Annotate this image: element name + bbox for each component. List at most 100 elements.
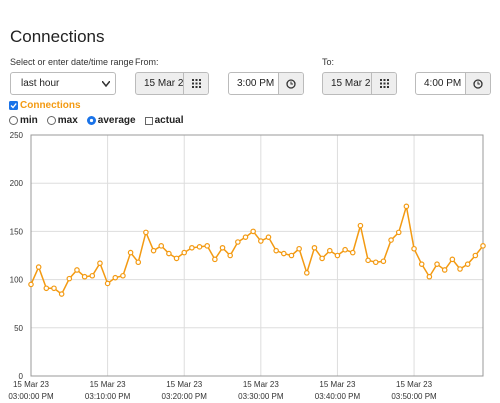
x-tick-label: 03:30:00 PM xyxy=(238,392,284,401)
clock-button[interactable] xyxy=(278,73,303,94)
data-point xyxy=(296,245,302,252)
y-tick-label: 50 xyxy=(14,324,23,333)
data-point xyxy=(303,270,310,276)
data-point xyxy=(143,229,149,236)
data-point xyxy=(189,244,195,251)
option-label: average xyxy=(97,115,136,126)
data-point xyxy=(51,285,57,292)
radio-option[interactable]: max xyxy=(46,115,78,126)
x-tick-label: 15 Mar 23 xyxy=(319,380,356,389)
range-value: last hour xyxy=(21,78,60,89)
data-point xyxy=(411,245,417,252)
data-point xyxy=(242,234,249,240)
data-point xyxy=(212,256,218,263)
data-point xyxy=(120,272,126,279)
y-tick-label: 200 xyxy=(10,179,24,188)
data-point xyxy=(135,259,142,266)
data-point xyxy=(74,267,80,273)
radio-option[interactable]: average xyxy=(86,115,136,126)
data-point xyxy=(158,243,165,249)
to-date[interactable]: 15 Mar 2 xyxy=(322,72,397,95)
radio xyxy=(86,116,96,125)
data-point xyxy=(97,260,103,267)
data-point xyxy=(43,285,50,292)
data-point xyxy=(472,252,479,259)
data-point xyxy=(227,252,233,259)
data-point xyxy=(372,259,379,266)
data-point xyxy=(319,255,325,262)
data-point xyxy=(342,246,348,253)
data-point xyxy=(235,239,241,245)
data-point xyxy=(258,238,264,244)
x-tick-label: 03:50:00 PM xyxy=(391,392,437,401)
checkbox xyxy=(144,116,153,125)
data-point xyxy=(104,280,111,287)
from-time-value: 3:00 PM xyxy=(237,78,275,89)
to-label: To: xyxy=(322,57,335,67)
data-point xyxy=(464,261,471,267)
range-select[interactable]: last hour xyxy=(10,72,116,95)
data-point xyxy=(480,243,486,249)
data-point xyxy=(173,255,180,262)
clock-icon xyxy=(286,78,296,89)
chart: 0 50 100 150 200 250 15 Mar 23 03:00:00 PM 15 Ma… xyxy=(8,131,486,401)
data-point xyxy=(250,228,256,235)
plot-border xyxy=(30,134,484,377)
radio xyxy=(46,116,56,125)
x-tick-label: 03:40:00 PM xyxy=(315,392,361,401)
from-label: From: xyxy=(135,57,159,67)
from-date[interactable]: 15 Mar 2 xyxy=(135,72,209,95)
data-point xyxy=(181,249,188,256)
data-point xyxy=(58,291,65,297)
calendar-button[interactable] xyxy=(371,73,396,94)
data-point xyxy=(196,244,203,250)
data-point xyxy=(449,256,456,263)
data-point xyxy=(28,281,34,288)
actual-toggle[interactable]: actual xyxy=(144,115,184,126)
data-point xyxy=(150,247,157,254)
data-point xyxy=(357,222,364,229)
data-point xyxy=(426,273,433,280)
data-point xyxy=(204,243,211,249)
clock-button[interactable] xyxy=(465,73,490,94)
y-tick-label: 250 xyxy=(10,131,24,140)
data-point xyxy=(273,247,279,254)
option-label: min xyxy=(20,115,38,126)
data-point xyxy=(281,250,287,257)
data-point xyxy=(288,252,295,259)
data-point xyxy=(403,203,410,210)
data-point xyxy=(66,275,73,282)
to-time[interactable]: 4:00 PM xyxy=(415,72,491,95)
series-toggle[interactable]: Connections xyxy=(9,100,81,111)
data-point xyxy=(457,266,463,272)
data-point xyxy=(89,272,96,279)
data-point xyxy=(434,261,440,267)
x-tick-label: 15 Mar 23 xyxy=(243,380,280,389)
page-title: Connections xyxy=(10,27,105,46)
data-point xyxy=(349,249,356,256)
aggregate-options: min max average actual xyxy=(9,115,184,126)
x-tick-label: 15 Mar 23 xyxy=(396,380,433,389)
checkbox xyxy=(9,101,18,110)
x-tick-label: 15 Mar 23 xyxy=(90,380,127,389)
option-label: max xyxy=(57,115,78,126)
y-tick-label: 150 xyxy=(10,227,24,236)
data-point xyxy=(395,229,402,236)
data-point xyxy=(219,244,226,251)
data-point xyxy=(81,273,88,280)
x-tick-label: 15 Mar 23 xyxy=(166,380,203,389)
radio-option[interactable]: min xyxy=(9,115,38,126)
calendar-button[interactable] xyxy=(183,73,208,94)
data-point xyxy=(35,264,42,270)
range-label: Select or enter date/time range xyxy=(10,57,134,67)
from-time[interactable]: 3:00 PM xyxy=(228,72,304,95)
x-tick-label: 03:10:00 PM xyxy=(85,392,131,401)
calendar-icon xyxy=(191,79,201,88)
data-point xyxy=(418,261,425,267)
data-point xyxy=(326,247,333,254)
calendar-icon xyxy=(379,79,389,88)
to-date-value: 15 Mar 2 xyxy=(331,78,371,89)
y-tick-label: 0 xyxy=(19,372,24,381)
clock-icon xyxy=(473,78,483,89)
